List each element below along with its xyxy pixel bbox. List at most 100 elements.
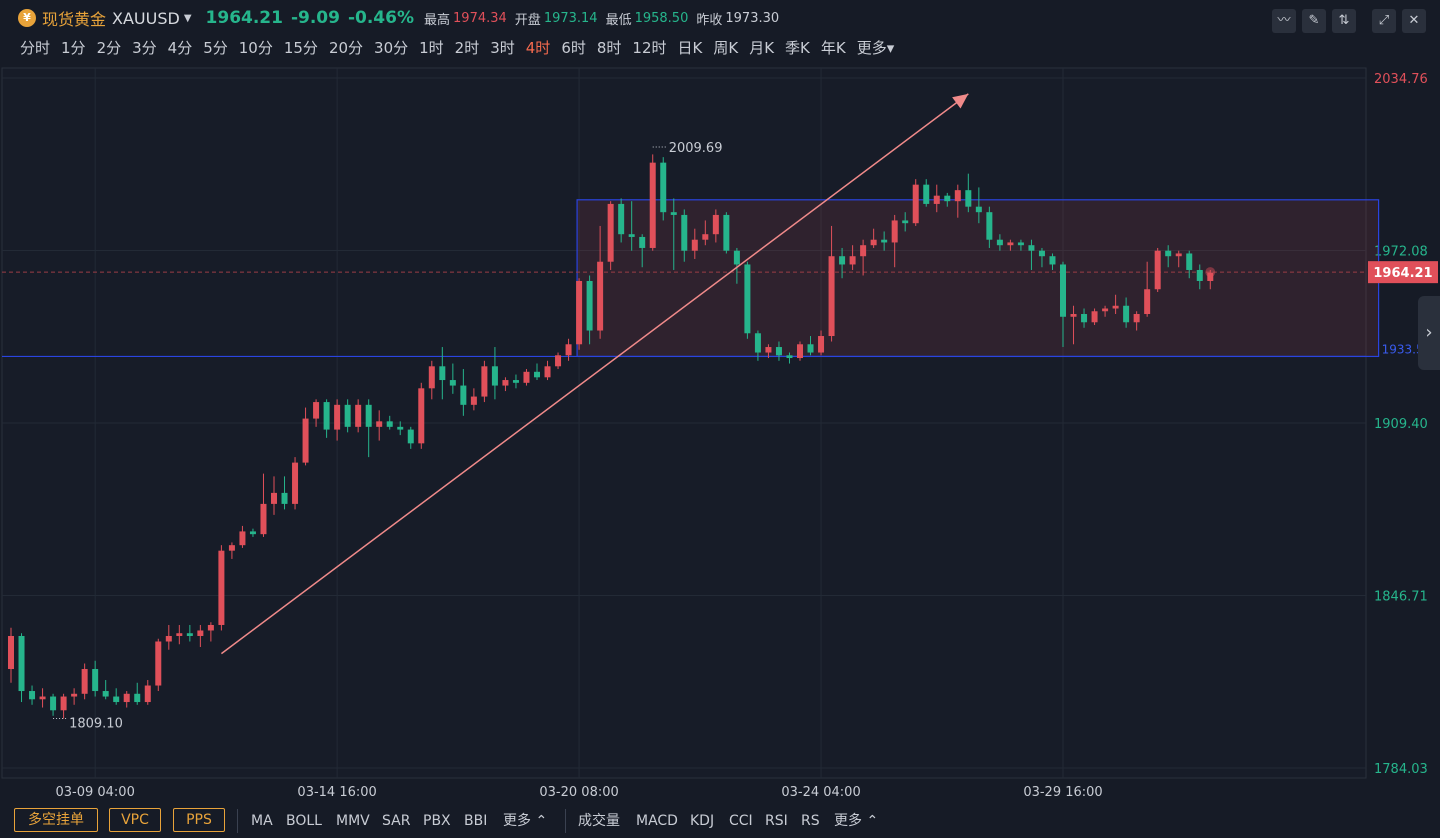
candle-body xyxy=(29,691,36,700)
candle-body xyxy=(649,162,656,248)
candle-body xyxy=(891,220,898,243)
sub-indicator-0[interactable]: 成交量 xyxy=(578,813,620,829)
prev-close-value: 1973.30 xyxy=(725,10,780,26)
timeframe-14[interactable]: 6时 xyxy=(561,39,586,57)
candle-body xyxy=(975,206,982,213)
long-short-order-button[interactable]: 多空挂单 xyxy=(14,808,98,832)
candle-body xyxy=(1060,264,1066,317)
pencil-icon[interactable]: ✎ xyxy=(1302,9,1326,33)
candle-body xyxy=(744,264,751,334)
timeframe-22[interactable]: 更多▾ xyxy=(856,39,895,57)
candle-body xyxy=(839,256,846,265)
indicator-sar[interactable]: SAR xyxy=(382,813,411,829)
indicator-bar: 多空挂单 VPC PPS MA BOLL MMV SAR PBX BBI 更多 ⌃ 成交量 M… xyxy=(0,806,1440,838)
candle-body xyxy=(807,344,814,353)
timeframe-0[interactable]: 分时 xyxy=(20,39,51,57)
candle-body xyxy=(723,214,730,251)
current-price-label: 1964.21 xyxy=(1373,266,1432,281)
candle-body xyxy=(134,693,141,703)
trend-line[interactable] xyxy=(220,93,969,655)
last-price-dot xyxy=(1205,267,1216,278)
indicator-ma[interactable]: MA xyxy=(251,813,273,829)
timeframe-18[interactable]: 周K xyxy=(713,39,739,57)
timeframe-17[interactable]: 日K xyxy=(677,39,703,57)
candle-body xyxy=(1017,242,1024,246)
timeframe-13[interactable]: 4时 xyxy=(525,39,551,57)
quote-summary: ¥ 现货黄金 XAUUSD ▼ 1964.21 -9.09 -0.46% 最高 … xyxy=(18,6,787,30)
timeframe-11[interactable]: 2时 xyxy=(454,39,480,57)
indicator-bbi[interactable]: BBI xyxy=(464,813,488,829)
instrument-symbol[interactable]: XAUUSD xyxy=(112,8,180,28)
candle-body xyxy=(639,236,646,248)
candle-body xyxy=(1091,311,1098,323)
candle-body xyxy=(249,531,256,535)
candle-body xyxy=(60,696,67,711)
candle-body xyxy=(870,239,877,246)
candle-body xyxy=(597,261,604,331)
candle-body xyxy=(797,344,803,359)
candle-body xyxy=(239,531,246,546)
candle-body xyxy=(544,366,551,378)
timeframe-16[interactable]: 12时 xyxy=(632,39,667,57)
timeframe-19[interactable]: 月K xyxy=(749,39,775,57)
candle-body xyxy=(954,190,961,202)
timeframe-4[interactable]: 4分 xyxy=(167,39,193,57)
indicator-mmv[interactable]: MMV xyxy=(336,813,370,829)
candle-body xyxy=(607,203,614,262)
candle-body xyxy=(828,256,835,337)
candle-body xyxy=(1007,242,1014,246)
more-sub-indicators[interactable]: 更多 ⌃ xyxy=(834,813,879,829)
vpc-button[interactable]: VPC xyxy=(109,808,161,832)
timeframe-5[interactable]: 5分 xyxy=(203,39,228,57)
candle-body xyxy=(228,545,235,551)
sub-indicator-5[interactable]: RS xyxy=(801,813,820,829)
timeframe-2[interactable]: 2分 xyxy=(96,39,122,57)
timeframe-10[interactable]: 1时 xyxy=(419,39,444,57)
candle-body xyxy=(818,336,825,353)
expand-icon[interactable]: ⤢ xyxy=(1372,9,1396,33)
candle-body xyxy=(576,280,583,345)
candle-body xyxy=(428,366,435,389)
sub-indicator-4[interactable]: RSI xyxy=(765,813,788,829)
candle-body xyxy=(1186,253,1193,270)
instrument-name[interactable]: 现货黄金 xyxy=(42,10,107,29)
pps-button[interactable]: PPS xyxy=(173,808,225,832)
candle-body xyxy=(397,426,404,430)
candle-body xyxy=(491,366,498,386)
indicator-pbx[interactable]: PBX xyxy=(423,813,451,829)
timeframe-6[interactable]: 10分 xyxy=(238,39,273,57)
chevron-down-icon[interactable]: ▼ xyxy=(183,12,192,24)
sub-indicator-3[interactable]: CCI xyxy=(729,813,753,829)
candle-body xyxy=(1123,305,1130,323)
indicator-boll[interactable]: BOLL xyxy=(286,813,322,829)
current-price-tag xyxy=(1368,261,1438,284)
candlestick-chart[interactable]: 2034.76 1972.08 1909.40 1846.71 1784.03 03-09… xyxy=(0,66,1440,806)
candle-body xyxy=(1196,269,1203,281)
timeframe-12[interactable]: 3时 xyxy=(490,39,515,57)
candle-body xyxy=(197,630,204,636)
line-chart-icon[interactable]: 〰 xyxy=(1272,9,1296,33)
timeframe-20[interactable]: 季K xyxy=(785,39,810,57)
candle-body xyxy=(902,220,909,224)
sub-indicator-2[interactable]: KDJ xyxy=(690,813,715,829)
chevron-right-icon[interactable]: › xyxy=(1418,296,1440,370)
y-tick-label: 1784.03 xyxy=(1374,762,1428,777)
timeframe-1[interactable]: 1分 xyxy=(61,39,86,57)
candle-body xyxy=(123,693,130,703)
timeframe-9[interactable]: 30分 xyxy=(374,39,409,57)
candle-body xyxy=(113,696,120,703)
sub-indicator-1[interactable]: MACD xyxy=(636,813,678,829)
timeframe-21[interactable]: 年K xyxy=(820,39,846,57)
low-label: 最低 xyxy=(605,12,632,28)
close-icon[interactable]: ✕ xyxy=(1402,9,1426,33)
timeframe-3[interactable]: 3分 xyxy=(132,39,157,57)
candlestick-icon[interactable]: ⇅ xyxy=(1332,9,1356,33)
timeframe-15[interactable]: 8时 xyxy=(596,39,622,57)
candle-body xyxy=(965,190,972,207)
timeframe-8[interactable]: 20分 xyxy=(328,39,364,57)
more-main-indicators[interactable]: 更多 ⌃ xyxy=(503,813,548,829)
candle-body xyxy=(660,162,667,213)
rectangle-drawing[interactable] xyxy=(576,199,1380,358)
timeframe-7[interactable]: 15分 xyxy=(283,39,318,57)
candle-body xyxy=(92,669,99,692)
